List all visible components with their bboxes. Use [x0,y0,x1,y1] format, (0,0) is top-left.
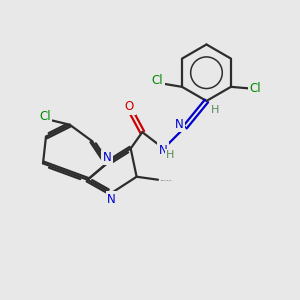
Text: methyl_line_end: methyl_line_end [160,179,172,181]
Text: O: O [125,100,134,113]
Text: H: H [166,150,174,160]
Text: Cl: Cl [250,82,261,95]
Text: N: N [107,193,116,206]
Text: H: H [211,106,219,116]
Text: Cl: Cl [39,110,51,123]
Text: N: N [175,118,184,130]
Text: N: N [158,143,167,157]
Text: N: N [103,151,111,164]
Text: Cl: Cl [152,74,164,87]
